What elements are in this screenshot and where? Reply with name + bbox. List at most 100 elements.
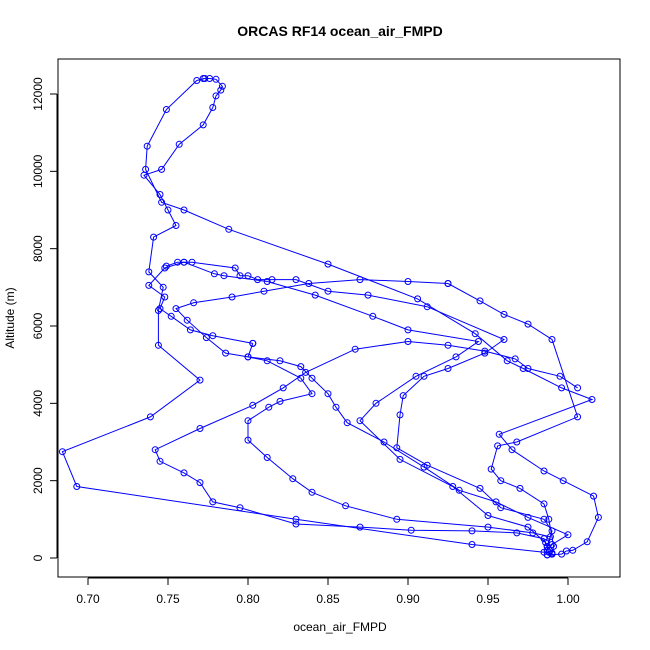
data-point [364,291,372,299]
data-point [193,77,201,84]
data-point [236,272,244,280]
data-point [540,467,548,475]
data-point [161,293,169,301]
data-point [289,475,297,483]
data-point [545,548,553,556]
series-line-7 [447,283,579,555]
data-point [494,442,502,450]
series-line-8 [154,340,578,555]
data-point [342,502,350,510]
data-point [324,390,332,398]
data-point [151,446,159,454]
data-point [369,312,377,320]
data-point [548,336,556,343]
data-point [183,316,191,324]
data-point [500,310,508,318]
data-point [564,531,572,539]
data-point [468,541,476,548]
data-point [594,513,602,521]
data-point [492,498,500,506]
y-tick-label: 2000 [31,467,45,494]
data-point [508,446,516,454]
data-point [540,535,548,543]
data-point [161,264,169,272]
data-point [324,260,332,268]
data-point [524,513,532,521]
data-point [540,500,548,508]
data-point [423,303,431,311]
data-point [142,165,150,173]
chart-title: ORCAS RF14 ocean_air_FMPD [237,23,442,39]
data-point [372,399,380,407]
x-tick-label: 1.00 [556,592,580,606]
data-point [180,469,188,477]
data-point [500,336,508,343]
data-point [196,425,204,432]
data-point [180,258,188,266]
data-point [399,392,407,400]
data-point [265,403,273,411]
data-point [156,305,164,313]
data-point [396,455,404,463]
series-line-2 [145,78,599,556]
data-point [540,515,548,523]
data-point [356,523,364,531]
data-point [190,299,198,307]
series-line-1 [61,78,553,556]
data-point [308,374,316,382]
data-point [159,283,167,291]
data-point [199,121,207,129]
data-point [156,457,164,465]
data-point [449,483,457,490]
data-point [588,396,596,403]
data-point [212,92,220,100]
data-point [444,365,452,372]
data-point [380,438,388,446]
data-point [279,384,287,392]
data-point [218,82,226,90]
data-point [574,413,582,421]
data-point [404,338,412,345]
series-line-4 [148,261,548,547]
data-point [569,546,577,554]
series-line-5 [247,343,552,551]
data-point [212,75,220,83]
data-point [263,278,271,285]
data-point [481,349,489,357]
data-point [249,339,257,347]
data-point [471,330,479,338]
data-point [546,533,554,541]
data-point [276,357,284,365]
data-point [404,326,412,334]
x-axis-label: ocean_air_FMPD [293,620,387,634]
x-tick-label: 0.75 [156,592,180,606]
data-point [484,512,492,519]
data-point [452,353,460,361]
data-point [356,417,364,425]
y-axis-ticks: 0 2000 4000 6000 8000 10000 12000 [31,77,57,561]
data-point [476,484,484,492]
data-point [558,384,566,392]
data-point [58,448,66,456]
data-point [154,307,162,314]
data-point [332,403,340,411]
data-point [590,492,598,500]
data-point [231,264,239,272]
data-point [487,465,495,473]
data-point [351,345,359,353]
y-tick-label: 8000 [31,235,45,262]
data-point [356,276,364,284]
data-point [503,357,511,365]
data-point [481,347,489,355]
data-point [495,430,503,438]
data-point [513,438,521,446]
x-tick-label: 0.90 [396,592,420,606]
data-point [476,297,484,305]
data-point [343,419,351,427]
data-point [574,384,582,392]
data-point [145,281,153,289]
data-point [524,365,532,372]
x-tick-label: 0.80 [236,592,260,606]
data-point [217,86,225,94]
